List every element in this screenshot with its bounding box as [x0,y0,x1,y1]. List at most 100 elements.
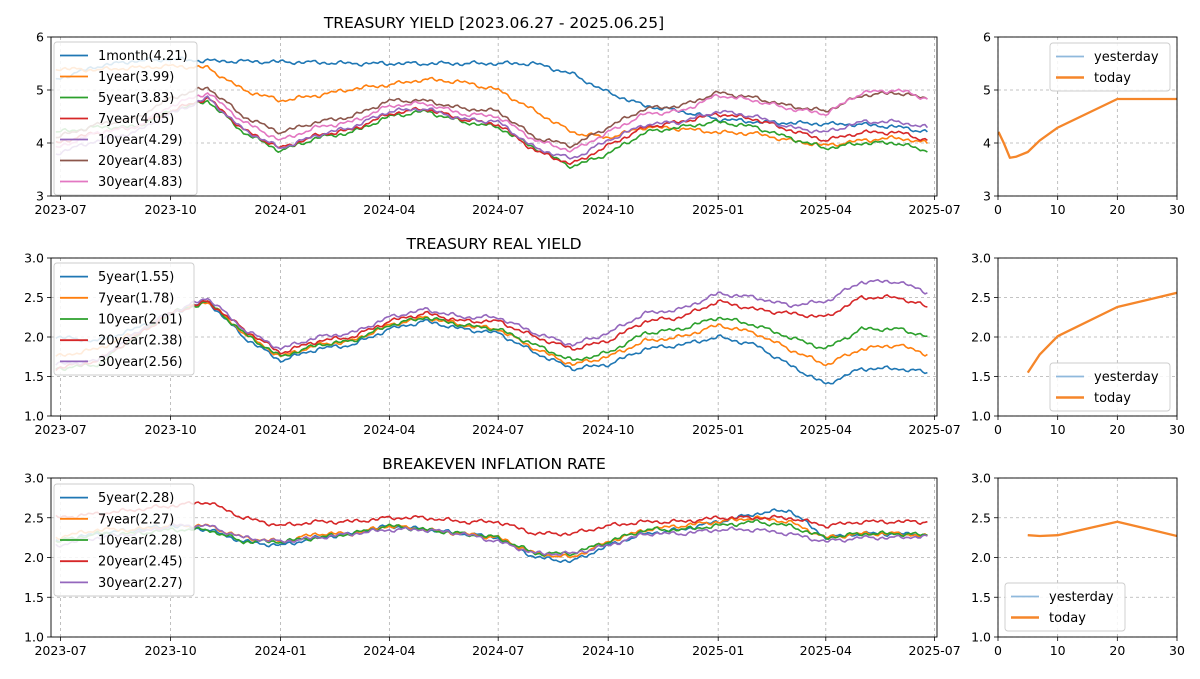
x-tick-label: 2024-01 [254,422,306,437]
x-tick-label: 2024-04 [363,422,415,437]
series-line-30year-4-83- [55,88,928,153]
legend-box [53,483,195,597]
series-line-20year-2-38- [55,294,928,372]
legend-label: 5year(3.83) [98,91,174,106]
legend-label: 1year(3.99) [98,70,174,85]
axes-frame [997,477,1178,638]
x-tick-label: 2025-07 [908,643,960,658]
x-tick-label: 2024-07 [472,643,524,658]
series-line-10year-2-01- [55,300,928,372]
series-line-yesterday [998,98,1177,159]
chart-panel-5: 1.0 1.5 2.0 2.5 3.0 2023-07 2023-10 2024-01 2024… [24,455,961,658]
y-tick-label: 1.0 [971,630,991,645]
legend-label: 5year(1.55) [98,270,174,285]
x-tick-label: 2025-07 [908,202,960,217]
chart-panel-4: 1.0 1.5 2.0 2.5 3.0 0 10 20 30 yesterday today [971,251,1185,438]
y-tick-label: 1.5 [971,369,991,384]
series-line-30year-2-56- [55,279,928,366]
y-tick-label: 2.0 [24,550,44,565]
tick-labels: 1.0 1.5 2.0 2.5 3.0 0 10 20 30 [971,251,1185,438]
x-tick-label: 20 [1109,202,1125,217]
series-line-7year-4-05- [55,96,928,166]
y-tick-label: 5 [983,83,991,98]
y-tick-label: 1.0 [24,630,44,645]
axes-frame [50,257,938,417]
legend: yesterday today [1049,362,1171,412]
y-tick-label: 2.0 [971,330,991,345]
x-tick-label: 2025-07 [908,422,960,437]
y-tick-label: 5 [36,83,44,98]
legend-label: 20year(2.38) [98,334,183,349]
x-tick-label: 10 [1050,202,1066,217]
y-tick-label: 4 [36,136,44,151]
y-tick-label: 2.5 [971,510,991,525]
series-lines [55,501,928,564]
legend-box [53,41,198,196]
x-tick-label: 2024-01 [254,202,306,217]
axes-frame [997,257,1178,417]
y-tick-label: 3 [36,189,44,204]
x-tick-label: 2023-10 [144,422,196,437]
y-tick-label: 2.5 [971,290,991,305]
y-tick-label: 2.0 [971,550,991,565]
series-lines [55,279,928,385]
y-tick-label: 3.0 [971,251,991,266]
y-tick-label: 2.5 [24,510,44,525]
x-tick-label: 2023-07 [34,202,86,217]
legend-label: 10year(4.29) [98,133,183,148]
legend-label: 5year(2.28) [98,491,174,506]
x-tick-label: 30 [1169,202,1185,217]
legend: 5year(2.28) 7year(2.27) 10year(2.28) 20year… [53,483,195,597]
legend: 5year(1.55) 7year(1.78) 10year(2.01) 20year… [53,262,195,376]
x-tick-label: 20 [1109,643,1125,658]
x-tick-label: 2024-04 [363,643,415,658]
x-tick-label: 2023-10 [144,202,196,217]
tick-labels: 1.0 1.5 2.0 2.5 3.0 0 10 20 30 [971,471,1185,659]
legend-label: 7year(1.78) [98,291,174,306]
x-tick-label: 2025-01 [692,202,744,217]
x-tick-label: 2024-04 [363,202,415,217]
x-tick-label: 10 [1050,422,1066,437]
x-tick-label: 30 [1169,643,1185,658]
axes-frame [50,36,938,197]
legend-label: 10year(2.01) [98,313,183,328]
x-tick-label: 2023-07 [34,643,86,658]
y-tick-label: 1.5 [24,590,44,605]
series-line-10year-2-28- [55,519,928,557]
legend-label: 30year(4.83) [98,175,183,190]
series-line-yesterday [1027,292,1177,374]
legend: yesterday today [1004,582,1126,632]
y-tick-label: 1.5 [24,369,44,384]
y-tick-label: 3.0 [24,251,44,266]
chart-panel-3: 1.0 1.5 2.0 2.5 3.0 2023-07 2023-10 2024-01 2024… [24,235,961,437]
y-tick-label: 1.5 [971,590,991,605]
x-tick-label: 2024-10 [582,422,634,437]
y-tick-label: 2.0 [24,330,44,345]
chart-title: TREASURY REAL YIELD [405,235,581,253]
x-tick-label: 2025-04 [800,643,852,658]
series-line-30year-2-27- [55,522,928,556]
series-lines [1027,520,1177,538]
legend-label: yesterday [1094,370,1159,385]
x-tick-label: 0 [994,643,1002,658]
legend-label: 7year(4.05) [98,112,174,127]
legend-label: today [1094,71,1131,86]
series-line-today [1027,520,1177,538]
legend-box [1049,42,1171,92]
x-tick-label: 2025-01 [692,422,744,437]
legend-label: yesterday [1094,50,1159,65]
series-line-today [998,97,1177,159]
x-tick-label: 2025-01 [692,643,744,658]
series-line-yesterday [1027,520,1177,537]
tick-labels: 3 4 5 6 2023-07 2023-10 2024-01 2024-04 2024-07 2… [34,30,960,218]
x-tick-label: 2023-10 [144,643,196,658]
x-tick-label: 0 [994,202,1002,217]
tick-labels: 1.0 1.5 2.0 2.5 3.0 2023-07 2023-10 2024-01 2024… [24,471,961,659]
y-tick-label: 6 [36,30,44,45]
y-tick-label: 3.0 [971,471,991,486]
legend-label: 30year(2.56) [98,355,183,370]
legend-label: 1month(4.21) [98,49,188,64]
legend-label: 7year(2.27) [98,512,174,527]
